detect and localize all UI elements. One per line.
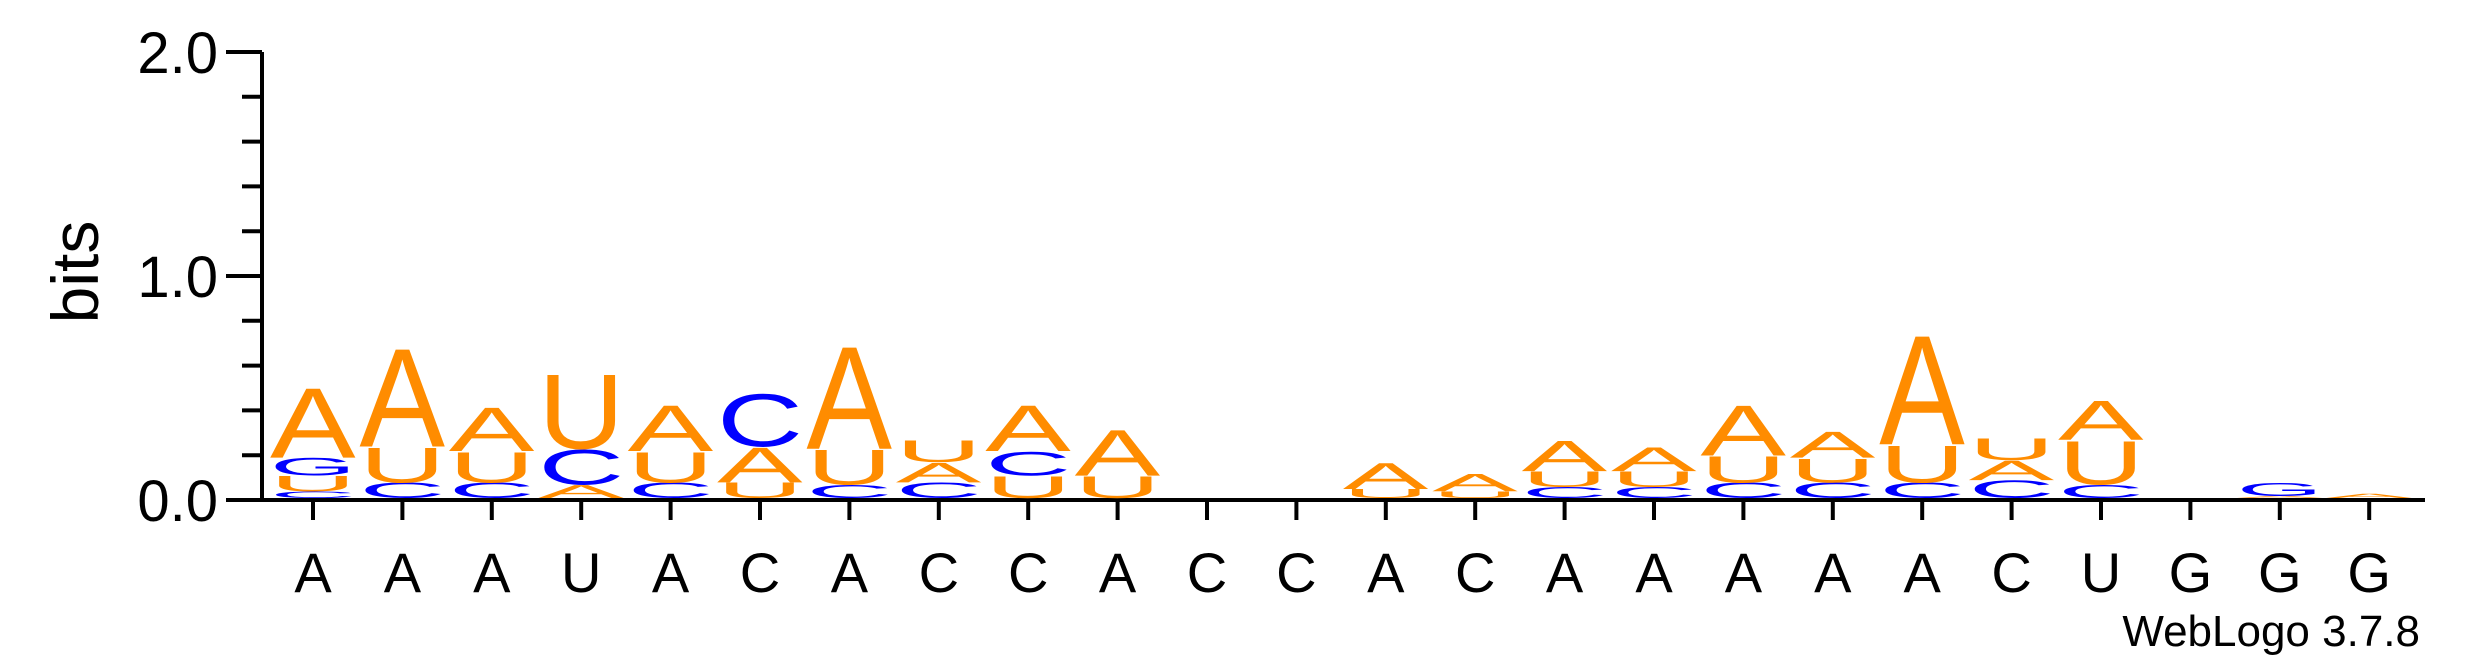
x-tick-label: A bbox=[1635, 541, 1673, 604]
logo-letter-A: A bbox=[1790, 424, 1876, 466]
logo-letter-U: U bbox=[896, 434, 982, 469]
y-tick-label: 1.0 bbox=[137, 245, 218, 310]
logo-letter-U: U bbox=[1790, 451, 1876, 489]
logo-letter-U: U bbox=[628, 443, 714, 492]
logo-letter-U: U bbox=[985, 470, 1071, 505]
x-tick-label: A bbox=[1904, 541, 1942, 604]
logo-letter-C: C bbox=[896, 478, 982, 503]
x-tick-label: U bbox=[561, 541, 601, 604]
logo-letter-A: A bbox=[628, 392, 714, 465]
logo-letter-A: A bbox=[538, 481, 624, 502]
x-tick-label: A bbox=[652, 541, 690, 604]
x-tick-label: G bbox=[2258, 541, 2302, 604]
logo-letter-C: C bbox=[1790, 478, 1876, 503]
logo-letter-C: C bbox=[1522, 484, 1608, 501]
logo-letter-U: U bbox=[1611, 467, 1697, 492]
x-axis bbox=[262, 498, 2425, 520]
y-axis: 0.0 1.0 2.0 bbox=[137, 21, 264, 534]
y-axis-label: bits bbox=[38, 221, 112, 324]
logo-letter-A: A bbox=[449, 395, 535, 464]
x-tick-label: A bbox=[1814, 541, 1852, 604]
logo-letter-C: C bbox=[449, 478, 535, 503]
x-tick-label: U bbox=[2081, 541, 2121, 604]
logo-letter-A: A bbox=[2237, 495, 2323, 498]
x-tick-label: C bbox=[1455, 541, 1495, 604]
logo-letter-U: U bbox=[1522, 467, 1608, 492]
logo-letter-C: C bbox=[628, 478, 714, 503]
logo-letter-U: U bbox=[1879, 434, 1965, 493]
logo-letter-A: A bbox=[1611, 440, 1697, 478]
logo-letter-A: A bbox=[270, 368, 356, 479]
logo-letter-C: C bbox=[1969, 476, 2055, 504]
logo-letter-U: U bbox=[1969, 432, 2055, 467]
logo-letter-A: A bbox=[896, 457, 982, 489]
x-tick-label: C bbox=[1187, 541, 1227, 604]
x-tick-label: A bbox=[473, 541, 511, 604]
x-tick-label: G bbox=[2169, 541, 2213, 604]
x-tick-label: C bbox=[1276, 541, 1316, 604]
logo-letter-A: A bbox=[1432, 469, 1518, 497]
logo-letter-C: C bbox=[538, 440, 624, 496]
logo-letter-U: U bbox=[717, 478, 803, 503]
logo-letter-U: U bbox=[538, 353, 624, 472]
x-tick-label: A bbox=[1725, 541, 1763, 604]
logo-letter-A: A bbox=[717, 437, 803, 493]
x-tick-label: C bbox=[919, 541, 959, 604]
logo-letter-U: U bbox=[2058, 429, 2144, 499]
logo-letter-U: U bbox=[806, 440, 892, 496]
logo-letter-U: U bbox=[449, 443, 535, 492]
logo-letter-U: U bbox=[1432, 490, 1518, 500]
logo-letter-C: C bbox=[2058, 481, 2144, 502]
logo-letter-A: A bbox=[1522, 432, 1608, 481]
x-tick-label: C bbox=[1008, 541, 1048, 604]
x-tick-label: A bbox=[831, 541, 869, 604]
x-tick-label: C bbox=[740, 541, 780, 604]
logo-letter-A: A bbox=[1969, 455, 2055, 487]
logo-letter-C: C bbox=[806, 481, 892, 502]
y-tick-label: 2.0 bbox=[137, 21, 218, 86]
logo-letter-A: A bbox=[1879, 303, 1965, 478]
logo-letter-A: A bbox=[1700, 391, 1786, 471]
logo-letter-A: A bbox=[1075, 416, 1161, 489]
logo-letter-G: G bbox=[2237, 479, 2323, 500]
logo-letter-A: A bbox=[806, 317, 892, 481]
y-tick-label: 0.0 bbox=[137, 469, 218, 534]
logo-letter-U: U bbox=[359, 437, 445, 493]
logo-letter-U: U bbox=[270, 472, 356, 497]
logo-letter-A: A bbox=[985, 392, 1071, 465]
logo-letter-C: C bbox=[359, 478, 445, 503]
logo-letter-A: A bbox=[2326, 492, 2412, 499]
x-tick-label: A bbox=[1546, 541, 1584, 604]
x-tick-label: A bbox=[294, 541, 332, 604]
logo-letter-A: A bbox=[1343, 455, 1429, 497]
logo-letter-C: C bbox=[985, 445, 1071, 483]
x-tick-label: A bbox=[1099, 541, 1137, 604]
logo-letter-C: C bbox=[717, 379, 803, 463]
x-tick-label: A bbox=[384, 541, 422, 604]
x-tick-label: A bbox=[1367, 541, 1405, 604]
x-tick-label: G bbox=[2347, 541, 2391, 604]
logo-letter-A: A bbox=[359, 319, 445, 477]
logo-letter-C: C bbox=[270, 490, 356, 500]
logo-letter-U: U bbox=[1700, 448, 1786, 490]
logo-letter-A: A bbox=[2058, 389, 2144, 452]
logo-letter-C: C bbox=[1700, 478, 1786, 503]
x-tick-label: C bbox=[1991, 541, 2031, 604]
footer-credit: WebLogo 3.7.8 bbox=[2122, 607, 2420, 656]
logo-letter-C: C bbox=[1611, 484, 1697, 501]
logo-letter-U: U bbox=[1343, 487, 1429, 501]
logo-letter-U: U bbox=[1075, 470, 1161, 505]
logo-letter-G: G bbox=[270, 453, 356, 481]
logo-letter-C: C bbox=[1879, 478, 1965, 503]
